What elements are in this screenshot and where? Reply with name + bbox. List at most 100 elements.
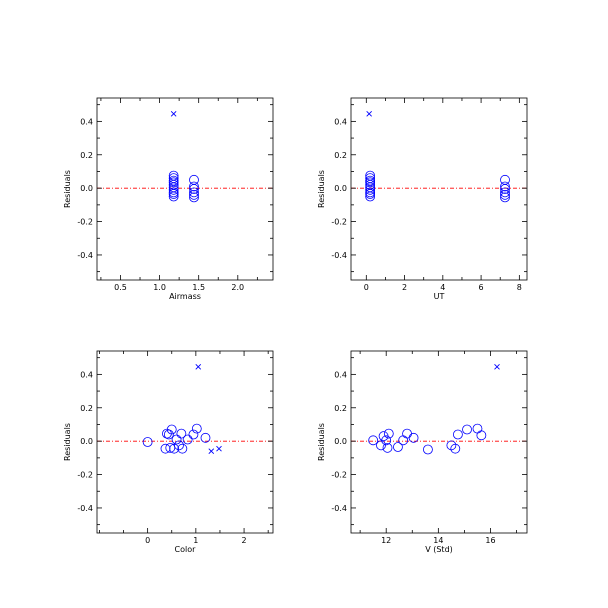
panel-1-circle-point xyxy=(168,189,179,199)
panel-2-x-tick-label: 6 xyxy=(479,283,484,292)
panel-1-y-tick-label: -0.4 xyxy=(77,251,93,260)
panel-2-circle-point xyxy=(500,192,510,203)
panel-4-circle-point xyxy=(382,442,393,453)
panel-3-y-tick-label: -0.4 xyxy=(77,504,93,513)
panel-2-circle-point xyxy=(365,191,376,202)
panel-4-x-tick-label: 12 xyxy=(381,536,391,545)
panel-3-cross-point xyxy=(216,445,222,452)
panel-3-x-axis-label: Color xyxy=(175,545,197,554)
panel-1-y-tick-label: 0.4 xyxy=(80,117,93,126)
panel-2-y-tick-label: 0.0 xyxy=(334,184,347,193)
panel-2-circle-point xyxy=(500,181,510,192)
panel-4-x-tick-label: 14 xyxy=(433,536,443,545)
panel-2-y-axis-label: Residuals xyxy=(317,170,326,208)
panel-3-y-tick-label: -0.2 xyxy=(77,471,93,480)
panel-3-circle-point xyxy=(171,434,182,445)
panel-4-circle-point xyxy=(398,435,409,446)
panel-4-circle-point xyxy=(476,430,487,441)
panel-4-y-tick-label: 0.4 xyxy=(334,370,347,379)
panel-3-circle-point xyxy=(177,443,188,454)
panel-2-x-tick-label: 2 xyxy=(402,283,407,292)
panel-1-cross-point xyxy=(170,111,177,117)
panel-4-circle-point xyxy=(368,435,379,446)
panel-4-frame xyxy=(350,350,528,534)
panel-1-x-tick-label: 1.5 xyxy=(192,283,205,292)
panel-4: 12 14 16 -0.4 -0.2 0.0 0.2 0.4 V (Std) Residuals xyxy=(317,350,528,554)
panel-2-x-tick-label: 4 xyxy=(440,283,445,292)
panel-4-y-tick-label: -0.2 xyxy=(331,471,347,480)
panel-4-circle-point xyxy=(402,428,412,439)
panel-3-y-axis-label: Residuals xyxy=(63,423,72,461)
panel-1-circle-point xyxy=(168,177,179,188)
panel-1-circle-point xyxy=(189,184,199,194)
panel-1-y-axis-label: Residuals xyxy=(63,170,72,208)
panel-2-frame xyxy=(350,97,528,281)
panel-2-circle-point xyxy=(365,177,376,188)
panel-3-circle-point xyxy=(174,440,184,451)
panel-3-circle-point xyxy=(191,423,202,434)
panel-3-circle-point xyxy=(163,429,174,440)
panel-4-y-tick-label: 0.2 xyxy=(334,404,347,413)
panel-3-circle-point xyxy=(142,437,153,447)
panel-3-circle-point xyxy=(176,428,187,439)
panel-2-x-tick-label: 8 xyxy=(517,283,522,292)
panel-1-y-tick-label: 0.0 xyxy=(80,184,93,193)
panel-1-y-tick-label: 0.2 xyxy=(80,151,93,160)
panel-4-circle-point xyxy=(393,442,403,452)
panel-2-cross-point xyxy=(366,111,372,117)
panel-1-circle-point xyxy=(189,181,199,192)
panel-1-x-tick-label: 2.0 xyxy=(231,283,244,292)
panel-1-x-tick-label: 0.5 xyxy=(114,283,127,292)
panel-4-circle-point xyxy=(381,435,392,446)
panel-4-circle-point xyxy=(376,440,386,451)
panel-4-circle-point xyxy=(446,440,457,451)
panel-4-circle-point xyxy=(383,428,394,439)
panel-3-circle-point xyxy=(188,429,199,440)
panel-1-circle-point xyxy=(189,192,199,203)
panel-3-circle-point xyxy=(166,424,177,435)
panel-4-circle-point xyxy=(450,443,461,454)
panel-1-circle-point xyxy=(189,187,199,198)
panel-4-y-axis-label: Residuals xyxy=(317,423,326,461)
panel-3-frame xyxy=(96,350,274,534)
panel-1-frame xyxy=(96,97,274,281)
panel-1-circle-point xyxy=(168,191,179,202)
panel-3-y-tick-label: 0.4 xyxy=(80,370,93,379)
panel-4-circle-point xyxy=(408,432,419,443)
panel-4-y-tick-label: -0.4 xyxy=(331,504,347,513)
panel-3-x-tick-label: 0 xyxy=(145,536,150,545)
panel-2-y-tick-label: 0.2 xyxy=(334,151,347,160)
panel-2-x-axis-label: UT xyxy=(434,292,445,301)
panel-2-y-tick-label: 0.4 xyxy=(334,117,347,126)
panel-3-circle-point xyxy=(169,443,180,454)
panel-3-x-tick-label: 2 xyxy=(242,536,247,545)
panel-1-circle-point xyxy=(168,184,179,195)
panel-4-x-axis-label: V (Std) xyxy=(425,545,453,554)
panel-2: 0 2 4 6 8 -0.4 -0.2 0.0 0.2 0.4 UT Residuals xyxy=(317,97,528,301)
panel-1: 0.5 1.0 1.5 2.0 -0.4 -0.2 0.0 0.2 0.4 Airmass Resi… xyxy=(63,97,274,301)
panel-2-circle-point xyxy=(500,187,510,198)
panel-4-y-tick-label: 0.0 xyxy=(334,437,347,446)
panel-3-circle-point xyxy=(200,432,211,443)
panel-3-cross-point xyxy=(208,448,215,455)
panel-4-x-tick-label: 16 xyxy=(485,536,495,545)
panel-4-circle-point xyxy=(462,424,472,435)
panel-1-x-tick-label: 1.0 xyxy=(153,283,166,292)
panel-2-circle-point xyxy=(365,184,376,195)
panel-3-circle-point xyxy=(182,434,193,445)
panel-1-circle-point xyxy=(189,189,199,200)
panel-1-x-axis-label: Airmass xyxy=(169,292,201,301)
panel-3-x-tick-label: 1 xyxy=(193,536,198,545)
panel-2-circle-point xyxy=(500,189,510,200)
panel-3-y-tick-label: 0.2 xyxy=(80,404,93,413)
panel-4-circle-point xyxy=(453,429,463,440)
panel-2-y-tick-label: -0.2 xyxy=(331,218,347,227)
panel-1-y-tick-label: -0.2 xyxy=(77,218,93,227)
panel-4-circle-point xyxy=(423,444,433,455)
panel-2-circle-point xyxy=(500,184,510,194)
panel-3: 0 1 2 -0.4 -0.2 0.0 0.2 0.4 Color Residuals xyxy=(63,350,274,554)
panel-4-cross-point xyxy=(494,364,500,370)
panel-2-y-tick-label: -0.4 xyxy=(331,251,347,260)
panel-2-circle-point xyxy=(365,189,376,199)
